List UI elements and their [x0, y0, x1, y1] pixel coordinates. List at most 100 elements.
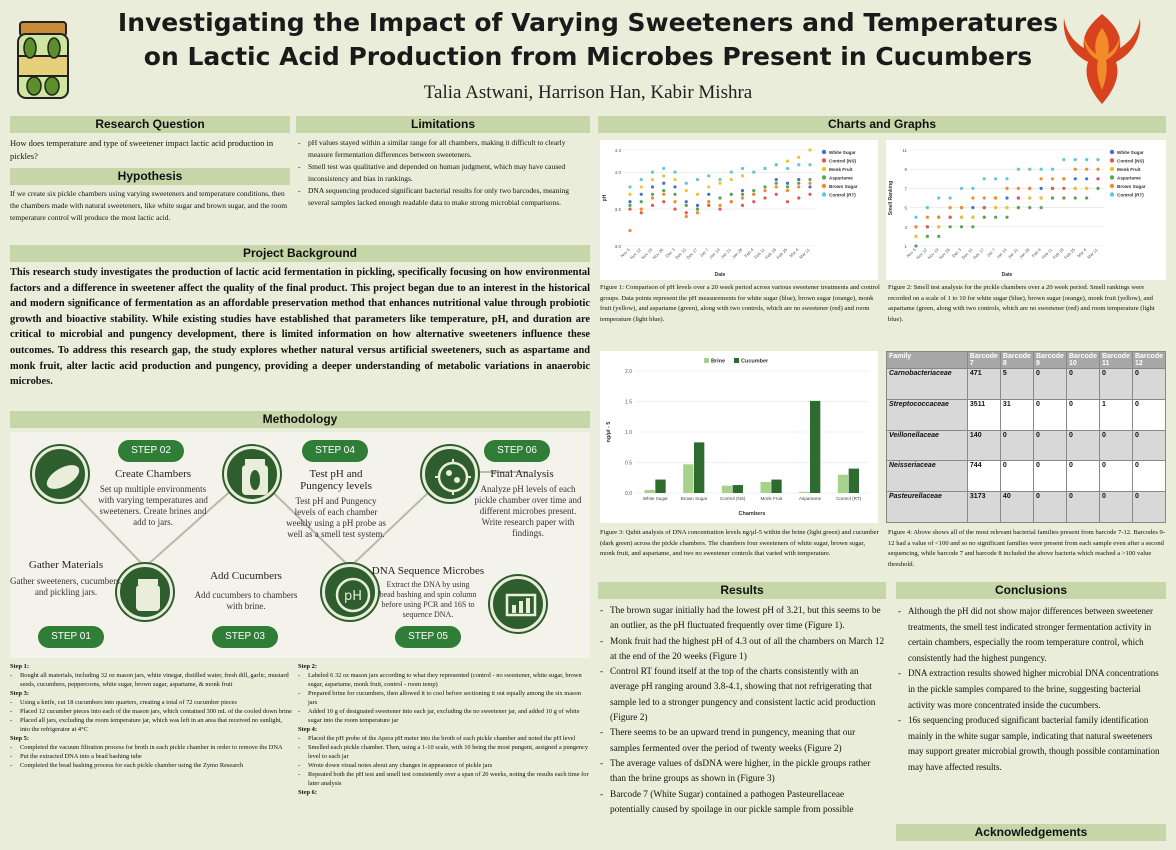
step-06-title: Final Analysis: [490, 468, 554, 480]
data-point: [1085, 158, 1089, 162]
table-row: Streptococcaceae 3511 31 0 0 1 0: [886, 398, 1167, 431]
x-tick-label: Nov 5: [619, 247, 631, 259]
legend-marker: [1109, 192, 1115, 197]
data-point: [695, 177, 700, 182]
data-point: [1039, 167, 1043, 171]
result-item: The average values of dsDNA were higher,…: [600, 757, 886, 788]
data-point: [1005, 177, 1009, 181]
y-axis-label: ng/µl - 5: [606, 422, 612, 443]
step-01-pill: STEP 01: [38, 626, 104, 648]
step-6-heading: Step 6:: [298, 789, 317, 796]
bar: [810, 400, 821, 493]
data-point: [959, 225, 964, 229]
data-point: [718, 203, 722, 207]
legend-label: Aspartame: [1117, 175, 1141, 180]
x-tick-label: Jan 28: [1018, 247, 1031, 260]
step-05-title: DNA Sequence Microbes: [371, 565, 485, 577]
data-point: [752, 192, 756, 196]
data-point: [937, 225, 941, 229]
data-point: [1050, 196, 1055, 200]
data-point: [982, 177, 986, 181]
pickle-jar-logo: [14, 20, 72, 102]
x-tick-label: Feb 25: [775, 247, 788, 260]
x-tick-label: Jan 21: [1007, 247, 1020, 260]
bar: [848, 468, 859, 493]
x-tick-label: Nov 5: [905, 247, 917, 259]
data-point: [1096, 186, 1100, 190]
barcode-value-cell: 140: [966, 429, 1001, 462]
dna-bar-chart: 0.0 0.5 1.0 1.5 2.0 White Sugar Brown Sugar Con…: [606, 358, 868, 517]
data-point: [707, 200, 711, 204]
legend-label: Brown Sugar: [829, 184, 858, 189]
data-point: [695, 207, 700, 211]
conclusion-item: Although the pH did not show major diffe…: [898, 604, 1166, 666]
barcode-value-cell: 0: [1065, 429, 1100, 462]
data-point: [971, 206, 975, 210]
step-05-pill: STEP 05: [395, 626, 461, 648]
legend-label: Control (NS): [829, 158, 857, 163]
data-point: [1028, 186, 1032, 190]
data-point: [740, 166, 745, 171]
data-point: [707, 203, 711, 207]
result-item: Monk fruit had the highest pH of 4.3 out…: [600, 635, 886, 666]
cucumber-icon: [32, 446, 88, 502]
data-point: [639, 211, 643, 215]
background-text: This research study investigates the pro…: [10, 267, 590, 388]
bar: [721, 485, 733, 493]
x-tick-label: Jan 14: [708, 247, 721, 260]
bar: [655, 479, 666, 493]
data-point: [628, 207, 632, 211]
data-point: [650, 185, 655, 189]
data-point: [752, 170, 756, 174]
barcode-value-cell: 0: [1098, 368, 1133, 400]
ph-icon: pH: [322, 564, 378, 620]
barcode-value-cell: 3511: [966, 398, 1001, 431]
step-2-heading: Step 2:: [298, 663, 317, 670]
data-point: [1039, 177, 1043, 181]
legend-marker: [821, 166, 827, 172]
data-point: [707, 192, 711, 196]
data-point: [1096, 167, 1100, 171]
data-point: [740, 189, 745, 193]
x-tick-label: Nov 19: [640, 247, 653, 260]
category-label: Control (RT): [836, 496, 862, 501]
step-5-item: Put the extracted DNA into a bead bashin…: [10, 752, 292, 761]
data-point: [718, 196, 722, 200]
data-point: [1096, 177, 1100, 181]
table-header-cell: Barcode 8: [999, 351, 1034, 369]
legend-marker: [704, 358, 709, 363]
x-tick-label: Jan 28: [731, 247, 744, 260]
hypothesis-header: Hypothesis: [10, 168, 290, 185]
barcode-value-cell: 0: [1032, 429, 1067, 462]
legend-label: White Sugar: [829, 150, 856, 155]
data-point: [797, 181, 801, 185]
legend-label: Monk Fruit: [1117, 167, 1141, 172]
data-point: [662, 174, 666, 178]
x-tick-label: Nov 26: [652, 247, 665, 260]
data-point: [925, 206, 929, 210]
data-point: [628, 203, 632, 207]
data-point: [718, 181, 722, 185]
legend-label: Brown Sugar: [1117, 184, 1146, 189]
data-point: [994, 215, 998, 219]
y-tick-label: 3: [904, 225, 907, 230]
phoenix-logo: [1060, 4, 1144, 108]
data-point: [785, 181, 790, 185]
data-point: [914, 215, 918, 219]
data-point: [1016, 196, 1020, 200]
data-point: [1005, 186, 1009, 190]
limitation-item: DNA sequencing produced significant bact…: [298, 185, 590, 209]
data-point: [1028, 206, 1032, 210]
step-04-pill: STEP 04: [302, 440, 368, 462]
data-point: [971, 196, 975, 200]
family-name-cell: Pasteurellaceae: [886, 491, 968, 523]
figure-4-caption: Figure 4: Above shows all of the most re…: [888, 529, 1166, 568]
legend-marker: [1109, 183, 1115, 189]
data-point: [808, 181, 812, 185]
data-point: [1050, 177, 1055, 181]
family-name-cell: Carnobacteriaceae: [886, 368, 968, 400]
y-tick-label: 2.0: [625, 369, 632, 375]
y-tick-label: 5: [904, 206, 907, 211]
step-03-desc: Add cucumbers to chambers with brine.: [194, 590, 298, 611]
analysis-icon: [490, 576, 546, 632]
